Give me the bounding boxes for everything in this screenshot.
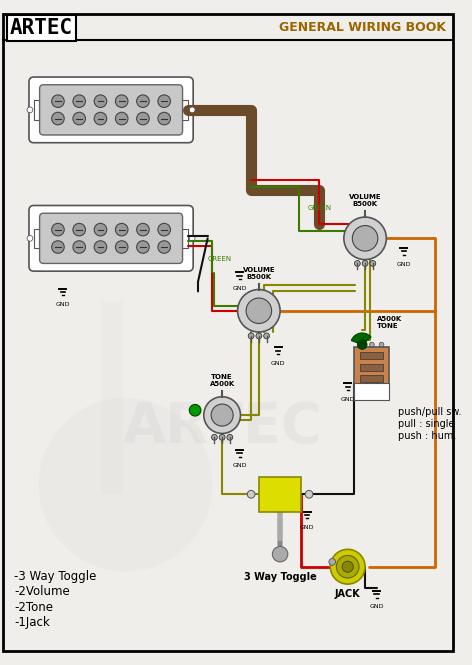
Text: ARTEC: ARTEC bbox=[9, 18, 73, 38]
Bar bbox=[360, 364, 383, 370]
Circle shape bbox=[94, 95, 107, 108]
FancyBboxPatch shape bbox=[34, 229, 42, 248]
Wedge shape bbox=[351, 333, 371, 344]
Circle shape bbox=[51, 112, 64, 125]
Circle shape bbox=[39, 398, 212, 571]
Circle shape bbox=[27, 235, 33, 241]
Circle shape bbox=[73, 241, 85, 253]
Circle shape bbox=[370, 342, 374, 347]
Circle shape bbox=[73, 95, 85, 108]
Circle shape bbox=[189, 107, 195, 113]
Circle shape bbox=[94, 241, 107, 253]
Circle shape bbox=[137, 95, 149, 108]
Circle shape bbox=[248, 333, 254, 338]
Text: 3 Way Toggle: 3 Way Toggle bbox=[244, 571, 316, 582]
Circle shape bbox=[116, 241, 128, 253]
Text: GND: GND bbox=[396, 261, 411, 267]
Text: push/pull sw.
pull : single
push : hum.: push/pull sw. pull : single push : hum. bbox=[398, 408, 462, 440]
Circle shape bbox=[237, 289, 280, 332]
Text: GREEN: GREEN bbox=[208, 256, 232, 262]
Text: ARTEC: ARTEC bbox=[122, 400, 322, 454]
Bar bbox=[101, 301, 123, 494]
Circle shape bbox=[158, 223, 170, 236]
Text: GENERAL WIRING BOOK: GENERAL WIRING BOOK bbox=[279, 21, 446, 35]
Circle shape bbox=[137, 112, 149, 125]
Circle shape bbox=[158, 241, 170, 253]
FancyBboxPatch shape bbox=[181, 229, 188, 248]
Circle shape bbox=[330, 549, 365, 584]
Text: TONE
A500K: TONE A500K bbox=[210, 374, 235, 387]
Text: GND: GND bbox=[271, 361, 286, 366]
Circle shape bbox=[211, 404, 233, 426]
Circle shape bbox=[337, 555, 359, 578]
Circle shape bbox=[211, 434, 217, 440]
Bar bbox=[259, 477, 301, 511]
Circle shape bbox=[158, 112, 170, 125]
Circle shape bbox=[116, 112, 128, 125]
Circle shape bbox=[360, 342, 364, 347]
Circle shape bbox=[362, 261, 368, 267]
Circle shape bbox=[116, 223, 128, 236]
Circle shape bbox=[246, 298, 271, 323]
FancyBboxPatch shape bbox=[29, 77, 193, 143]
Circle shape bbox=[354, 261, 360, 267]
Circle shape bbox=[94, 223, 107, 236]
Bar bbox=[360, 352, 383, 359]
Circle shape bbox=[264, 333, 270, 338]
Circle shape bbox=[137, 241, 149, 253]
Circle shape bbox=[305, 490, 313, 498]
Bar bbox=[360, 376, 383, 382]
Text: VOLUME
B500K: VOLUME B500K bbox=[349, 194, 381, 207]
FancyBboxPatch shape bbox=[181, 100, 188, 120]
Bar bbox=[354, 346, 389, 400]
FancyBboxPatch shape bbox=[34, 100, 42, 120]
Circle shape bbox=[256, 333, 262, 338]
Text: -2Tone: -2Tone bbox=[15, 600, 53, 614]
Circle shape bbox=[137, 223, 149, 236]
Circle shape bbox=[329, 559, 336, 565]
Circle shape bbox=[73, 223, 85, 236]
Text: GND: GND bbox=[232, 286, 247, 291]
Text: GND: GND bbox=[232, 464, 247, 468]
Circle shape bbox=[204, 397, 241, 434]
Text: GREEN: GREEN bbox=[307, 205, 331, 211]
Text: A500K
TONE: A500K TONE bbox=[377, 316, 402, 329]
Circle shape bbox=[344, 217, 387, 259]
Circle shape bbox=[51, 223, 64, 236]
Circle shape bbox=[227, 434, 233, 440]
Circle shape bbox=[189, 235, 195, 241]
Circle shape bbox=[189, 404, 201, 416]
Circle shape bbox=[379, 342, 384, 347]
FancyBboxPatch shape bbox=[40, 213, 183, 263]
Text: GND: GND bbox=[300, 525, 314, 530]
Circle shape bbox=[73, 112, 85, 125]
Text: GND: GND bbox=[340, 397, 355, 402]
FancyBboxPatch shape bbox=[40, 84, 183, 135]
Text: -1Jack: -1Jack bbox=[15, 616, 50, 629]
Circle shape bbox=[247, 490, 255, 498]
Circle shape bbox=[342, 561, 353, 573]
Text: JACK: JACK bbox=[335, 589, 361, 599]
Circle shape bbox=[51, 241, 64, 253]
Circle shape bbox=[116, 95, 128, 108]
Text: GND: GND bbox=[56, 302, 70, 307]
Circle shape bbox=[352, 225, 378, 251]
FancyBboxPatch shape bbox=[29, 205, 193, 271]
Circle shape bbox=[158, 95, 170, 108]
Bar bbox=[354, 383, 389, 400]
Text: VOLUME
B500K: VOLUME B500K bbox=[243, 267, 275, 280]
Text: -2Volume: -2Volume bbox=[15, 585, 70, 598]
Circle shape bbox=[272, 547, 288, 562]
Circle shape bbox=[51, 95, 64, 108]
Text: GND: GND bbox=[370, 604, 384, 609]
Circle shape bbox=[94, 112, 107, 125]
Text: -3 Way Toggle: -3 Way Toggle bbox=[15, 570, 97, 583]
Circle shape bbox=[27, 107, 33, 113]
Circle shape bbox=[370, 261, 376, 267]
Circle shape bbox=[219, 434, 225, 440]
Circle shape bbox=[357, 340, 367, 349]
